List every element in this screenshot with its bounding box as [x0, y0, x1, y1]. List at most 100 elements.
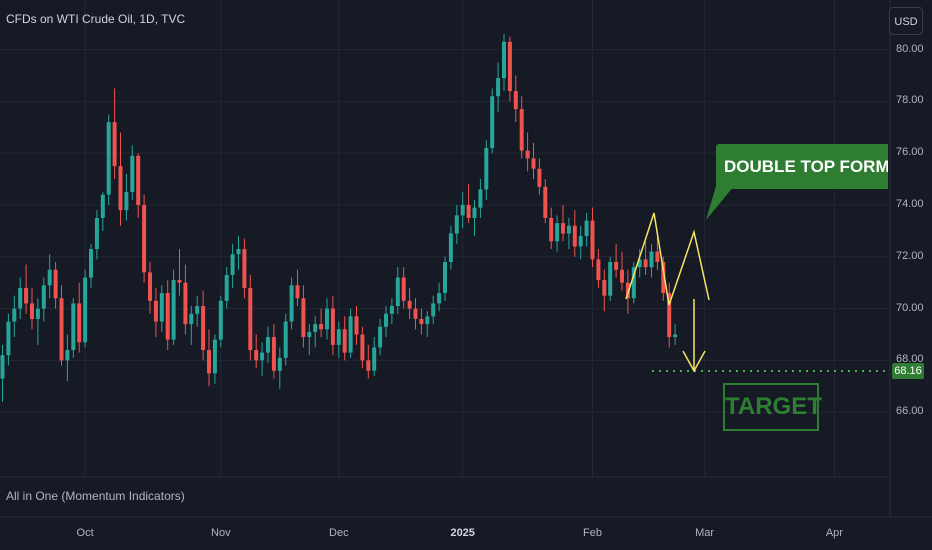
candle-body [30, 303, 34, 319]
candle-body [124, 192, 129, 211]
candle-body [148, 272, 152, 301]
candle-body [655, 251, 660, 262]
y-tick-label: 68.00 [896, 353, 924, 366]
candle-body [401, 277, 406, 301]
y-tick-label: 78.00 [896, 94, 924, 107]
currency-button[interactable]: USD [889, 7, 923, 35]
candle-body [100, 194, 105, 218]
double-top-callout[interactable]: DOUBLE TOP FORMATION [716, 144, 888, 189]
candle-body [12, 308, 17, 322]
candle-body [313, 324, 318, 332]
candle-body [443, 261, 447, 294]
candle-body [437, 293, 442, 304]
candle-body [248, 287, 253, 351]
candle-body [637, 259, 642, 268]
candle-body [507, 41, 512, 92]
callout-pointer [706, 186, 734, 220]
candle-body [342, 329, 347, 353]
candle-body [555, 223, 560, 242]
candle-body [389, 306, 394, 314]
candle-body [466, 205, 471, 218]
candle-body [384, 313, 388, 327]
candle-body [496, 78, 501, 97]
candle-body [566, 225, 571, 234]
candle-body [41, 285, 46, 309]
candle-body [578, 236, 583, 247]
double-top-pattern-line [625, 212, 710, 306]
candle-body [472, 207, 477, 218]
y-tick-label: 80.00 [896, 42, 924, 55]
symbol-title[interactable]: CFDs on WTI Crude Oil, 1D, TVC [6, 12, 186, 26]
candle-body [649, 251, 654, 268]
candle-body [77, 303, 82, 343]
candle-body [277, 357, 282, 371]
candle-body [0, 355, 5, 379]
candle-body [159, 293, 164, 322]
candle-body [643, 259, 648, 268]
candle-body [354, 316, 359, 335]
candle-body [212, 339, 217, 374]
candle-body [289, 285, 294, 322]
candle-body [667, 293, 672, 338]
candle-body [549, 217, 554, 242]
candle-body [177, 280, 182, 283]
candle-body [584, 220, 589, 237]
candle-body [236, 249, 241, 255]
y-tick-label: 70.00 [896, 301, 924, 314]
candle-body [218, 300, 223, 340]
candle-body [71, 303, 76, 351]
candle-body [519, 109, 524, 151]
candle-body [118, 166, 123, 211]
candle-body [130, 155, 135, 193]
candle-body [171, 280, 176, 340]
candle-body [454, 215, 459, 234]
candle-body [537, 168, 542, 187]
candle-body [413, 308, 418, 319]
candle-body [620, 269, 624, 283]
candle-body [295, 285, 300, 299]
candle-body [301, 298, 306, 338]
projection-arrow-head [682, 350, 706, 373]
x-tick-label: Oct [76, 527, 94, 539]
candle-body [596, 259, 601, 281]
candle-body [65, 350, 70, 361]
candle-body [142, 205, 147, 273]
y-tick-label: 72.00 [896, 249, 924, 262]
target-price-label: 68.16 [892, 363, 924, 379]
candle-body [531, 158, 536, 169]
candle-body [502, 41, 506, 79]
candle-body [165, 293, 170, 340]
candle-body [94, 217, 99, 250]
x-tick-label: 2025 [450, 527, 475, 539]
candle-body [372, 347, 377, 371]
candle-body [136, 155, 141, 205]
candle-body [407, 300, 412, 309]
candle-body [348, 316, 353, 353]
candle-body [448, 233, 453, 262]
candle-body [490, 96, 495, 149]
candle-body [47, 269, 52, 286]
candle-body [631, 267, 636, 299]
candle-body [6, 321, 11, 356]
candle-body [24, 287, 29, 304]
candle-body [271, 337, 276, 371]
candle-body [201, 306, 206, 351]
candle-body [561, 223, 565, 234]
candlestick-series [0, 34, 678, 402]
candle-body [378, 326, 383, 348]
candle-body [230, 254, 235, 275]
x-tick-label: Feb [583, 527, 602, 539]
x-tick-label: Mar [695, 527, 715, 539]
candle-body [460, 205, 465, 216]
candle-body [572, 225, 577, 247]
y-tick-label: 76.00 [896, 146, 924, 159]
candle-body [395, 277, 400, 307]
candle-body [484, 148, 489, 190]
candle-body [525, 150, 530, 159]
candle-body [59, 298, 64, 361]
candle-body [83, 277, 88, 343]
indicator-label[interactable]: All in One (Momentum Indicators) [6, 489, 185, 503]
target-label[interactable]: TARGET [723, 383, 822, 431]
candle-body [625, 282, 630, 299]
